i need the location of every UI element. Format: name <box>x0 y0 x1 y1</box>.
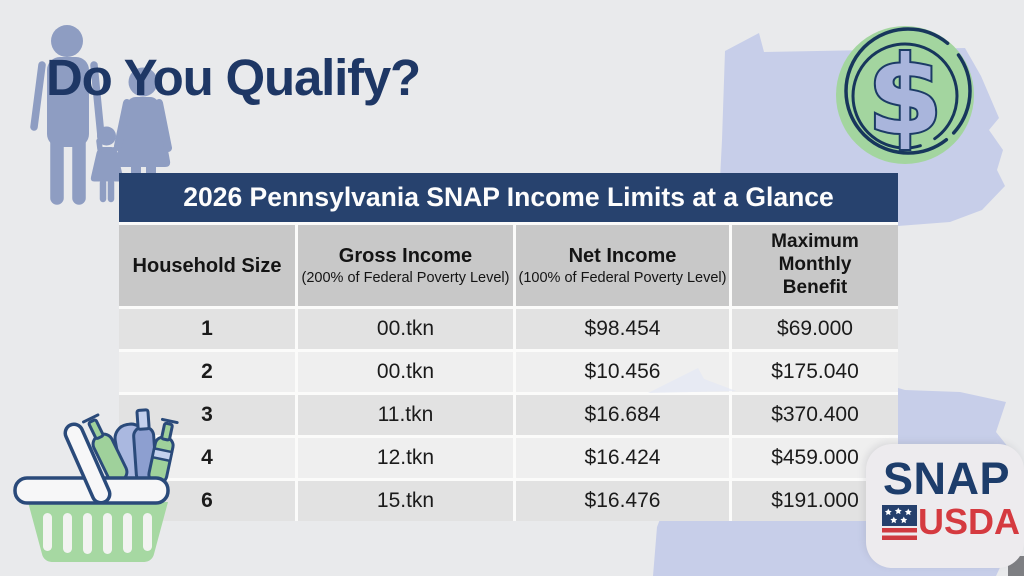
table-cell-r4-c3: $16.424 <box>516 438 729 478</box>
snap-logo-text: SNAP <box>883 453 1011 504</box>
table-cell-r1-c1: 1 <box>119 309 295 349</box>
header-cell-4: Maximum Monthly Benefit <box>732 225 898 306</box>
us-flag-icon <box>882 504 917 540</box>
coin-outer-ring <box>844 27 972 155</box>
table-cell-r3-c4: $370.400 <box>732 395 898 435</box>
page-title: Do You Qualify? <box>46 49 421 106</box>
header-cell-2: Gross Income (200% of Federal Poverty Lev… <box>298 225 513 306</box>
adult-man-silhouette <box>30 25 105 205</box>
header-cell-1: Household Size <box>119 225 295 306</box>
coin-face <box>836 26 974 164</box>
table-cell-r3-c2: 11.tkn <box>298 395 513 435</box>
table-cell-r1-c3: $98.454 <box>516 309 729 349</box>
header-label: Household Size <box>132 254 282 277</box>
table-title: 2026 Pennsylvania SNAP Income Limits at … <box>119 173 898 222</box>
income-limits-table: 2026 Pennsylvania SNAP Income Limits at … <box>119 173 898 521</box>
grocery-basket-icon <box>13 408 179 563</box>
adult-woman-silhouette <box>114 67 172 206</box>
flag-stars <box>884 507 912 523</box>
table-cell-r5-c3: $16.476 <box>516 481 729 521</box>
child-silhouette <box>90 126 124 203</box>
dollar-coin-icon: $ <box>836 26 974 164</box>
header-label: Net Income <box>568 244 677 267</box>
family-silhouette-icon <box>30 25 172 206</box>
table-cell-r3-c3: $16.684 <box>516 395 729 435</box>
header-label: Gross Income <box>338 244 473 267</box>
table-cell-r2-c4: $175.040 <box>732 352 898 392</box>
table-cell-r4-c2: 12.tkn <box>298 438 513 478</box>
table-cell-r5-c2: 15.tkn <box>298 481 513 521</box>
snap-usda-logo-card: SNAP USDA <box>866 444 1024 568</box>
basket-handle <box>63 422 112 505</box>
usda-logo-row: USDA <box>882 504 1020 540</box>
basket-bottles <box>82 408 179 486</box>
header-label: Maximum Monthly Benefit <box>771 231 859 298</box>
header-cell-3: Net Income (100% of Federal Poverty Level… <box>516 225 729 306</box>
coin-inner-ring <box>851 42 959 150</box>
header-sublabel: (200% of Federal Poverty Level) <box>301 269 510 286</box>
usda-logo-text: USDA <box>918 501 1021 542</box>
trend-arrow-watermark <box>648 368 736 393</box>
table-cell-r1-c4: $69.000 <box>732 309 898 349</box>
table-cell-r1-c2: 00.tkn <box>298 309 513 349</box>
table-cell-r2-c1: 2 <box>119 352 295 392</box>
table-cell-r2-c2: 00.tkn <box>298 352 513 392</box>
dollar-sign-icon: $ <box>867 34 942 159</box>
basket-slots <box>43 513 152 554</box>
header-sublabel: (100% of Federal Poverty Level) <box>518 269 727 286</box>
